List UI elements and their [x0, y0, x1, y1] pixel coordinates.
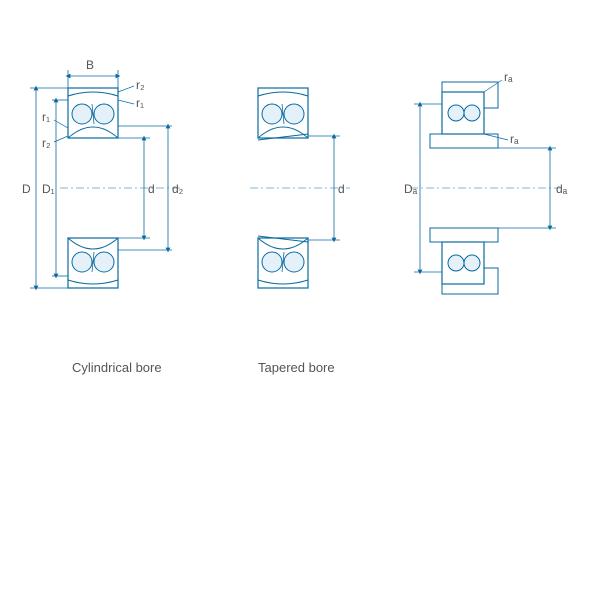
label-Da: Dₐ [404, 182, 417, 196]
label-B: B [86, 58, 94, 72]
label-r1: r₁ [136, 96, 144, 110]
label-r1-left: r₁ [42, 110, 50, 124]
diagram-canvas: B r₂ r₁ r₁ r₂ D D₁ d d₂ d rₐ rₐ Dₐ dₐ Cy… [0, 0, 600, 600]
schematic-svg [0, 0, 600, 600]
caption-tapered: Tapered bore [258, 360, 335, 375]
label-da: dₐ [556, 182, 567, 196]
label-r2-top: r₂ [136, 78, 145, 92]
label-ra-right: rₐ [510, 132, 518, 146]
label-d2: d₂ [172, 182, 183, 196]
label-d-tap: d [338, 182, 345, 196]
cylindrical-bore-figure [30, 70, 180, 288]
abutment-figure [410, 80, 560, 294]
label-D: D [22, 182, 31, 196]
tapered-bore-figure [250, 88, 350, 288]
caption-cylindrical: Cylindrical bore [72, 360, 162, 375]
label-r2-left: r₂ [42, 136, 51, 150]
label-ra-top: rₐ [504, 70, 512, 84]
label-D1: D₁ [42, 182, 55, 196]
label-d: d [148, 182, 155, 196]
